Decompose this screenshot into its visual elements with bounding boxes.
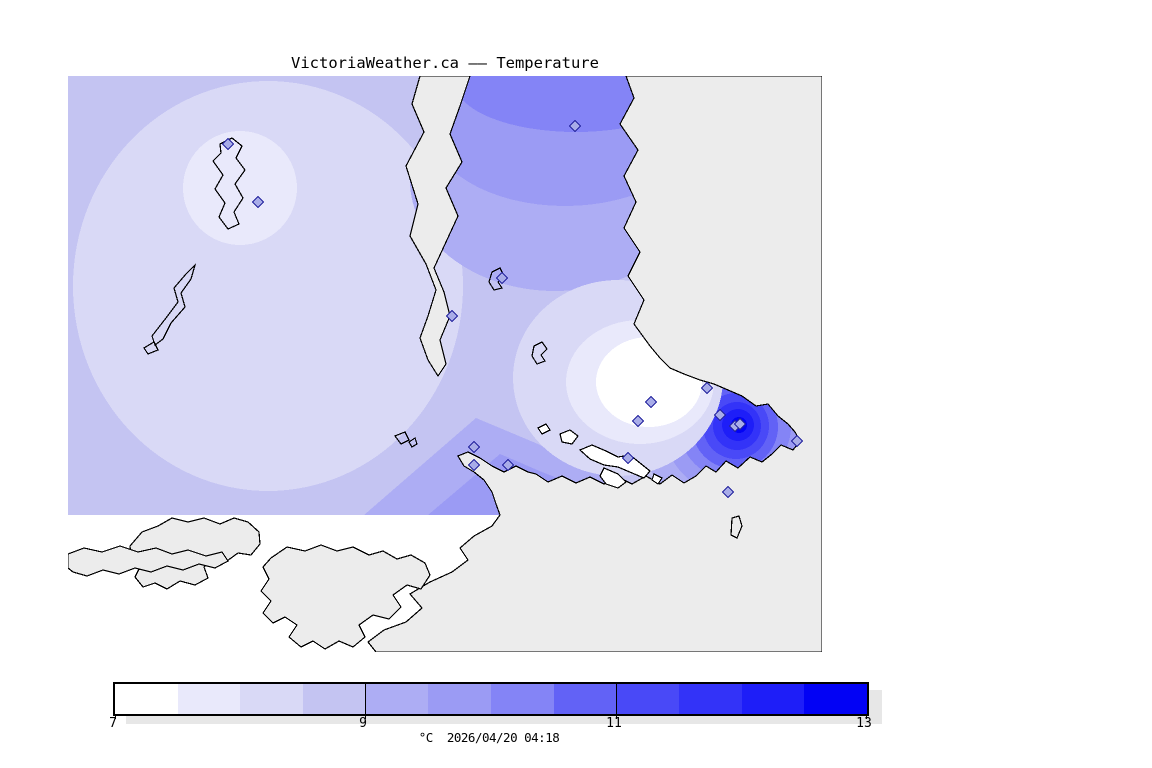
colorbar-tick-label: 7 [109,716,117,731]
coastline-islet-s2 [408,437,418,448]
station-marker [721,485,735,499]
page-title: VictoriaWeather.ca —— Temperature [291,54,599,72]
coastline-islet-strait [531,341,548,365]
coastline-mainland [367,75,823,653]
station-markers [221,119,804,499]
station-marker [445,309,459,323]
colorbar-tick-mark [115,714,116,719]
coastline-corridor [405,75,471,378]
coastline-island-nw [212,137,246,230]
field-islands [143,137,548,448]
station-marker [501,458,515,472]
station-marker [733,417,747,431]
colorbar-segment [365,684,429,714]
coastline-islet-waist [488,267,505,291]
timestamp-label: °C 2026/04/20 04:18 [418,730,560,745]
coastline-island-sw2 [67,545,229,577]
colorbar-segment [553,684,617,714]
white-islands [537,423,663,489]
colorbar-segment [240,684,304,714]
coastline-chain-b [559,429,579,445]
coastline-island-w1 [151,262,197,346]
station-marker [700,381,714,395]
coastline-island-sw3 [260,544,431,650]
colorbar-segment [303,684,366,714]
coastline-islet-s1 [394,431,410,445]
station-marker [251,195,265,209]
station-marker [790,434,804,448]
colorbar-segment [741,684,805,714]
colorbar-tick-label: 13 [856,716,872,731]
station-marker [467,458,481,472]
colorbar-segment [115,684,178,714]
colorbar-tick-label: 9 [359,716,367,731]
colorbar-tick-mark [866,714,867,719]
colorbar-tick-mark [365,714,366,719]
station-marker [568,119,582,133]
coastlines [67,75,823,653]
colorbar-segment [177,684,241,714]
coastline-chain-e [651,473,663,485]
coastline-islet-south [730,515,743,539]
station-marker [467,440,481,454]
station-marker [495,271,509,285]
station-marker [221,137,235,151]
colorbar-segment [491,684,554,714]
colorbar-segment [679,684,742,714]
colorbar-segments [115,684,868,714]
colorbar [113,682,869,719]
temperature-map [67,75,823,653]
station-marker [631,414,645,428]
coastline-chain-d [599,467,627,489]
temperature-map-svg [67,75,823,653]
coastline-chain-c [578,444,651,479]
station-marker [621,451,635,465]
colorbar-segment [428,684,492,714]
colorbar-tick-line [616,684,617,714]
colorbar-tick-line [365,684,366,714]
colorbar-segment [804,684,868,714]
colorbar-tick-mark [616,714,617,719]
station-marker [713,408,727,422]
colorbar-tick-labels: 7 9 11 13 [109,716,872,732]
coastline-chain-a [537,423,551,435]
coastline-island-w2 [143,341,159,355]
colorbar-segment [616,684,680,714]
station-marker [644,395,658,409]
colorbar-tick-label: 11 [606,716,622,731]
